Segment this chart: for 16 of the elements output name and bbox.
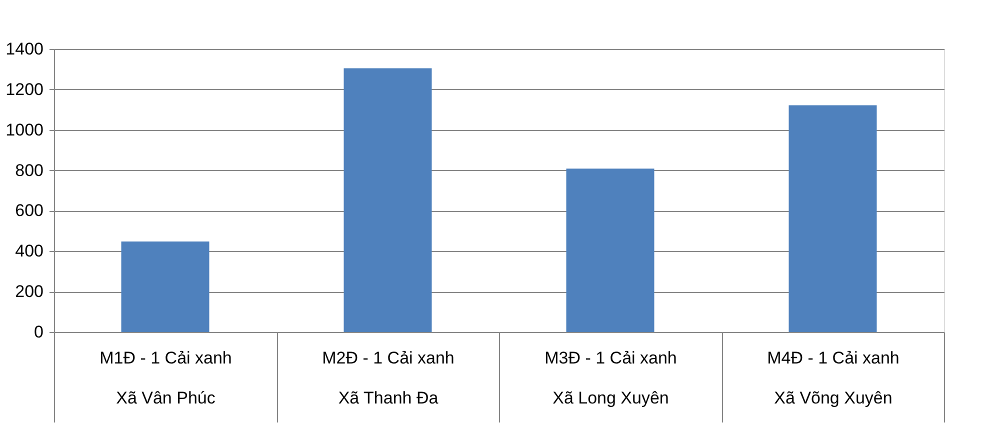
y-tick-label: 600 xyxy=(15,201,44,220)
category-label: M1Đ - 1 Cải xanh Xã Vân Phúc xyxy=(100,348,232,408)
y-tick-label: 1200 xyxy=(6,80,44,99)
y-tick-label: 200 xyxy=(15,282,44,302)
category-label: M2Đ - 1 Cải xanh Xã Thanh Đa xyxy=(322,348,454,408)
bar xyxy=(566,168,654,332)
y-tick-label: 1000 xyxy=(6,120,44,140)
y-tick-label: 0 xyxy=(34,322,44,342)
category-label: M3Đ - 1 Cải xanh Xã Long Xuyên xyxy=(544,348,677,408)
y-tick-label: 800 xyxy=(15,160,44,180)
y-tick-label: 400 xyxy=(15,242,44,261)
y-tick-label: 1400 xyxy=(6,40,44,58)
bar xyxy=(344,68,432,332)
bar xyxy=(121,241,210,332)
category-label: M4Đ - 1 Cải xanh Xã Võng Xuyên xyxy=(767,348,900,408)
bar xyxy=(788,105,877,332)
